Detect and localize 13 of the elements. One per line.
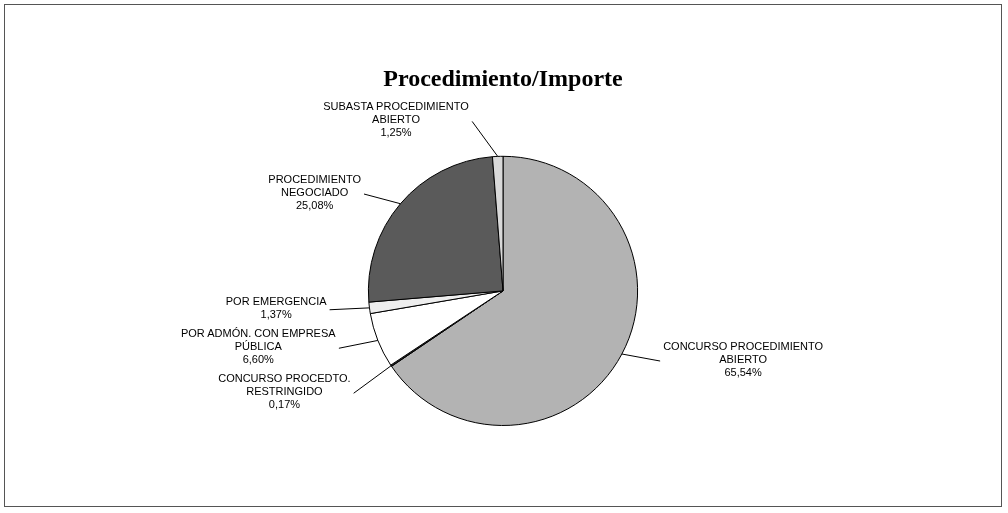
- chart-title: Procedimiento/Importe: [383, 64, 624, 91]
- data-label: 1,37%: [260, 308, 292, 321]
- slice-label: PROCEDIMIENTO NEGOCIADO: [268, 173, 362, 199]
- data-label: 6,60%: [242, 353, 275, 366]
- slice-label: CONCURSO PROCEDTO. RESTRINGIDO: [218, 372, 351, 398]
- slice-label: POR EMERGENCIA: [225, 295, 328, 308]
- data-label: 25,08%: [296, 199, 334, 212]
- slice-label: SUBASTA PROCEDIMIENTO ABIERTO: [323, 100, 470, 126]
- slice-label: CONCURSO PROCEDIMIENTO ABIERTO: [663, 340, 824, 366]
- data-label: 65,54%: [724, 366, 762, 379]
- slice-label: POR ADMÓN. CON EMPRESA PÚBLICA: [180, 327, 337, 353]
- data-label: 1,25%: [380, 126, 412, 139]
- data-label: 0,17%: [268, 398, 301, 411]
